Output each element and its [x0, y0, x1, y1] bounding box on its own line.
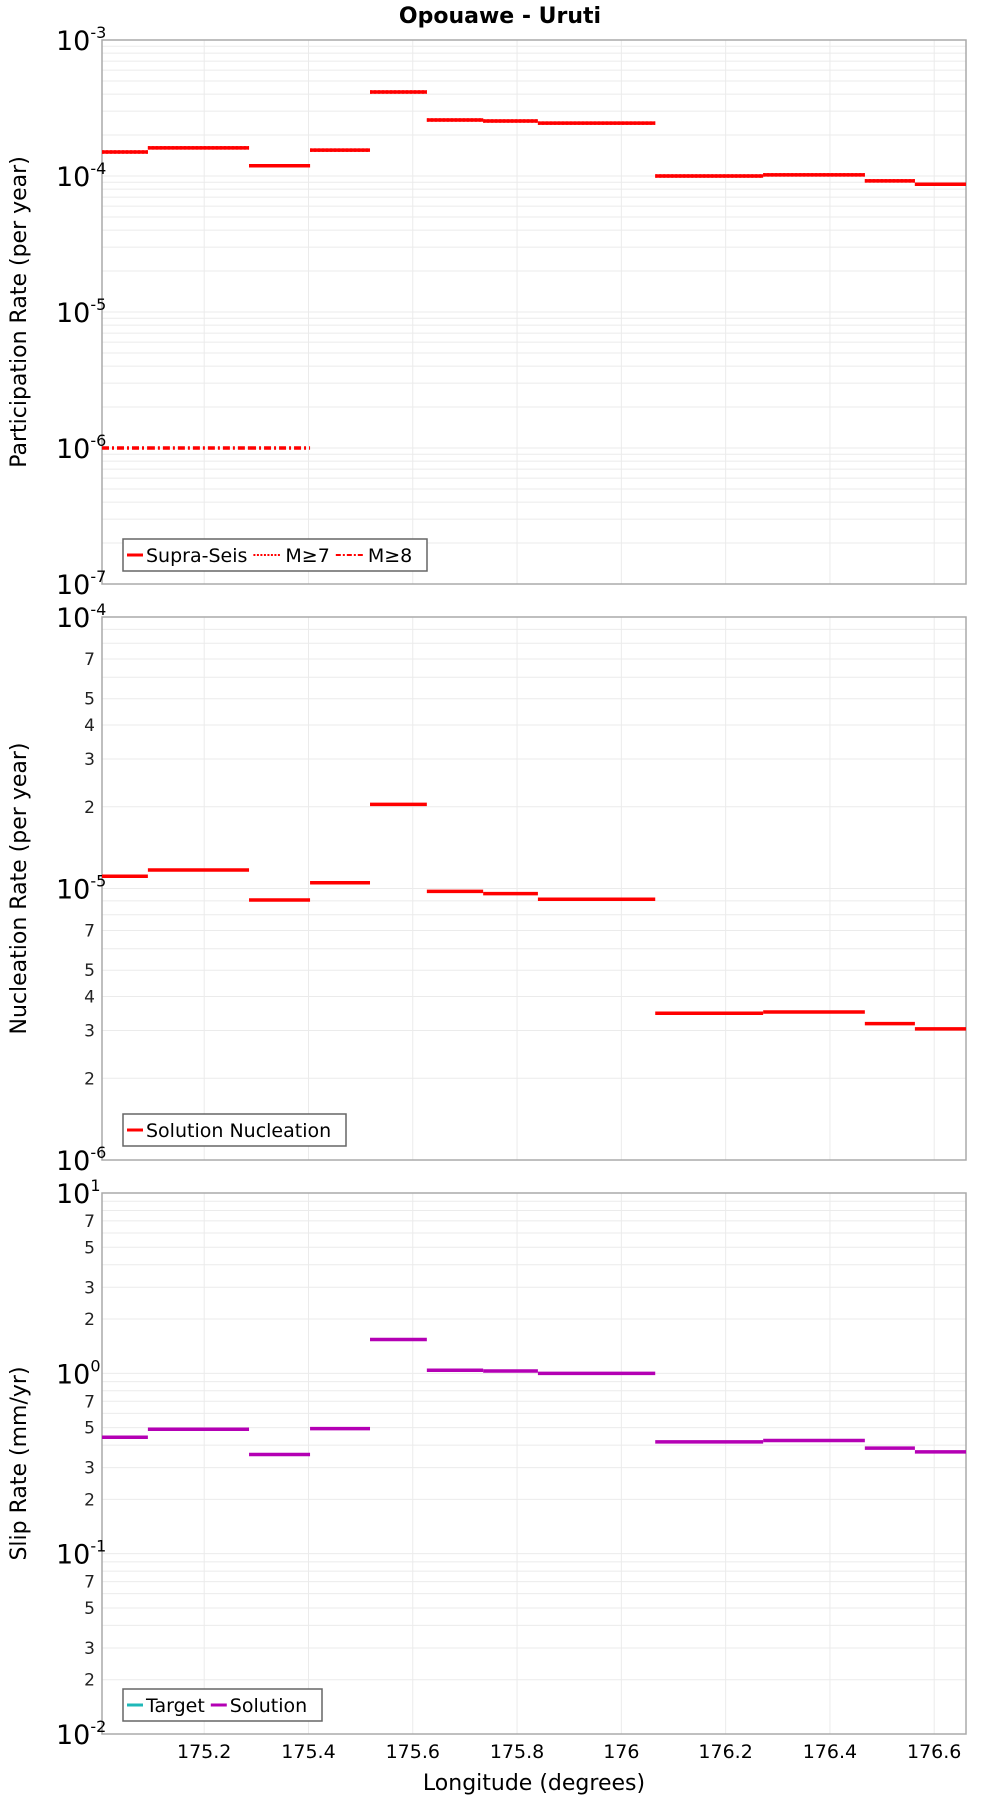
- y-minor-tick-label: 3: [84, 1639, 95, 1659]
- y-minor-tick-label: 7: [84, 922, 95, 942]
- legend-item-label: M≥7: [285, 545, 329, 567]
- y-tick-label: 10-2: [56, 1717, 106, 1751]
- participation-rate-panel: 10-3 10-4 10-5 10-6 10-7 Participation Rate (…: [7, 23, 967, 601]
- series-m-7: [102, 90, 966, 186]
- y-tick-label: 10-7: [56, 567, 106, 601]
- y-minor-tick-label: 5: [84, 961, 95, 981]
- legend-item-label: Solution Nucleation: [146, 1120, 331, 1142]
- y-tick-label: 10-5: [56, 872, 106, 906]
- legend-item-label: Target: [145, 1695, 205, 1717]
- legend: Supra-Seis M≥7 M≥8: [122, 538, 428, 572]
- legend: Solution Nucleation: [122, 1113, 347, 1147]
- nucleation-rate-panel: 10-4 10-5 10-6 7 7 5 5 4 4 3 3 2 2 Nucleation Rate (p…: [7, 600, 967, 1177]
- x-tick-label: 175.6: [386, 1741, 440, 1763]
- y-minor-tick-label: 5: [84, 1419, 95, 1439]
- series-solution: [102, 1337, 966, 1457]
- plot-frame: [101, 39, 967, 585]
- chart-title: Opouawe - Uruti: [399, 4, 601, 29]
- y-tick-label: 10-6: [56, 431, 106, 465]
- x-tick-label: 176.4: [803, 1741, 857, 1763]
- y-minor-tick-label: 4: [84, 716, 95, 736]
- y-minor-tick-label: 7: [84, 650, 95, 670]
- x-axis: 175.2 175.4 175.6 175.8 176 176.2 176.4 176.6: [177, 1741, 961, 1763]
- y-minor-tick-label: 3: [84, 750, 95, 770]
- y-minor-tick-label: 2: [84, 1671, 95, 1691]
- legend: Target Solution: [122, 1688, 323, 1722]
- plot-frame: [101, 1192, 967, 1735]
- y-minor-tick-label: 2: [84, 1069, 95, 1089]
- series-solution-nucleation: [102, 802, 966, 1031]
- y-minor-tick-label: 5: [84, 1238, 95, 1258]
- y-minor-tick-label: 2: [84, 1310, 95, 1330]
- y-minor-tick-label: 3: [84, 1021, 95, 1041]
- legend-item-label: Solution: [230, 1695, 307, 1717]
- x-tick-label: 175.8: [490, 1741, 544, 1763]
- x-axis-label: Longitude (degrees): [423, 1771, 645, 1796]
- y-minor-tick-label: 7: [84, 1573, 95, 1593]
- y-tick-label: 100: [56, 1356, 101, 1390]
- y-tick-label: 101: [56, 1176, 101, 1210]
- y-minor-tick-label: 7: [84, 1392, 95, 1412]
- y-minor-tick-label: 3: [84, 1278, 95, 1298]
- y-tick-label: 10-3: [56, 23, 106, 57]
- y-tick-label: 10-6: [56, 1143, 106, 1177]
- y-minor-tick-label: 3: [84, 1459, 95, 1479]
- y-minor-tick-label: 7: [84, 1212, 95, 1232]
- x-tick-label: 175.2: [177, 1741, 231, 1763]
- y-tick-label: 10-1: [56, 1537, 106, 1571]
- y-axis-label: Nucleation Rate (per year): [7, 743, 32, 1035]
- y-axis-label: Slip Rate (mm/yr): [7, 1366, 32, 1560]
- x-tick-label: 175.4: [281, 1741, 335, 1763]
- x-tick-label: 176.6: [907, 1741, 961, 1763]
- y-minor-tick-label: 2: [84, 798, 95, 818]
- y-tick-label: 10-4: [56, 159, 106, 193]
- slip-rate-panel: 101 100 10-1 10-2 7 7 7 5 5 5 3 3 3 2 2 2 Slip Rate (mm/…: [7, 1176, 967, 1751]
- y-tick-label: 10-5: [56, 295, 106, 329]
- legend-item-label: Supra-Seis: [146, 545, 247, 567]
- y-tick-label: 10-4: [56, 600, 106, 634]
- y-minor-tick-label: 5: [84, 690, 95, 710]
- y-minor-tick-label: 4: [84, 988, 95, 1008]
- y-minor-tick-label: 2: [84, 1490, 95, 1510]
- legend-item-label: M≥8: [368, 545, 412, 567]
- y-minor-tick-label: 5: [84, 1599, 95, 1619]
- x-tick-label: 176: [603, 1741, 639, 1763]
- plot-frame: [101, 616, 967, 1161]
- y-axis-label: Participation Rate (per year): [7, 156, 32, 468]
- x-tick-label: 176.2: [698, 1741, 752, 1763]
